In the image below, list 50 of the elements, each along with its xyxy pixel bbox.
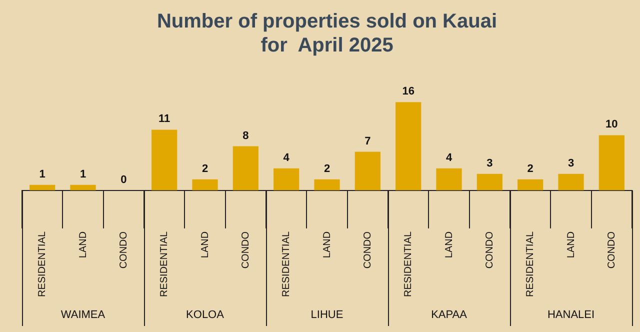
- x-tick-label: RESIDENTIAL: [159, 230, 170, 298]
- bar: [396, 102, 422, 190]
- data-label: 8: [242, 130, 249, 142]
- data-label: 2: [527, 162, 534, 175]
- bar: [314, 179, 340, 190]
- text: LIHUE: [310, 309, 344, 322]
- data-label: 1: [39, 168, 46, 180]
- data-label: 2: [202, 162, 208, 175]
- chart-title: Number of properties sold on Kauai for April 2025: [156, 10, 498, 57]
- data-label: 10: [606, 118, 618, 131]
- x-tick-label: LAND: [200, 231, 211, 258]
- x-tick-label: LAND: [566, 231, 577, 258]
- bar: [30, 184, 56, 190]
- text: KAPAA: [431, 309, 468, 322]
- x-tick-label: LAND: [444, 231, 455, 258]
- bar: [192, 179, 218, 190]
- bar: [152, 130, 178, 190]
- bar: [354, 152, 380, 190]
- text: WAIMEA: [60, 309, 106, 322]
- x-tick-label: CONDO: [362, 231, 374, 269]
- x-tick-label: CONDO: [118, 231, 130, 269]
- bar: [274, 168, 300, 190]
- bar: [232, 146, 258, 190]
- data-label: 16: [402, 86, 414, 98]
- data-label: 7: [364, 135, 371, 148]
- data-label: 4: [283, 152, 290, 164]
- bar: [436, 168, 462, 190]
- data-label: 4: [446, 152, 453, 164]
- data-label: 3: [568, 157, 574, 170]
- x-tick-label: RESIDENTIAL: [525, 230, 536, 298]
- x-tick-label: RESIDENTIAL: [403, 230, 414, 298]
- x-tick-label: LAND: [78, 231, 89, 258]
- bar: [558, 174, 584, 190]
- bar: [476, 174, 502, 190]
- text: HANALEI: [547, 309, 595, 322]
- text: KOLOA: [186, 309, 225, 322]
- x-tick-label: RESIDENTIAL: [37, 230, 48, 298]
- data-label: 0: [120, 174, 127, 186]
- x-tick-label: RESIDENTIAL: [281, 230, 292, 298]
- bar: [598, 135, 624, 190]
- data-label: 11: [158, 113, 170, 126]
- data-label: 2: [324, 162, 330, 175]
- x-tick-label: LAND: [322, 231, 333, 258]
- bar: [70, 184, 96, 190]
- x-tick-label: CONDO: [606, 231, 618, 269]
- x-tick-label: CONDO: [240, 231, 252, 269]
- data-label: 3: [486, 157, 493, 170]
- x-tick-label: CONDO: [484, 231, 496, 269]
- bar: [518, 179, 544, 190]
- data-label: 1: [80, 168, 86, 180]
